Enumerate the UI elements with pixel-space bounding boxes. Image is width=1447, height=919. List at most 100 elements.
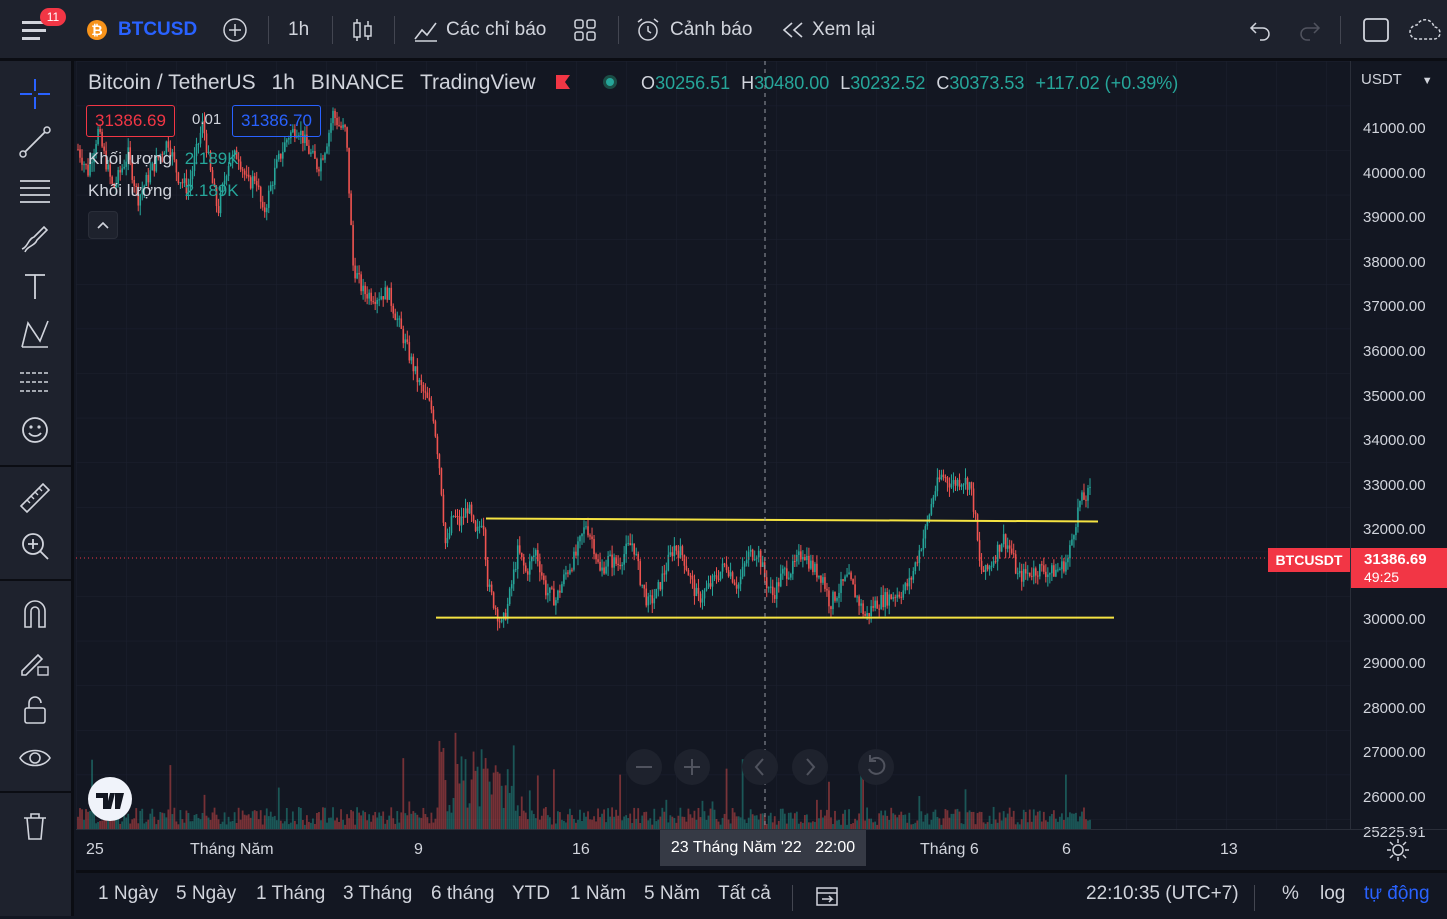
collapse-legend-button[interactable] [88,211,118,239]
volume-bar [880,810,883,829]
replay-button[interactable]: Xem lại [780,12,875,48]
range-1d[interactable]: 1 Ngày [98,883,159,904]
candle-body [952,480,955,485]
range-6m[interactable]: 6 tháng [431,883,495,904]
chart-pane[interactable]: Bitcoin / TetherUS 1h BINANCE TradingVie… [76,61,1350,829]
candle-body [701,598,704,603]
candle-body [440,468,443,495]
lock-drawings-tool[interactable] [16,691,54,729]
candle-body [737,584,740,589]
range-3m[interactable]: 3 Tháng [343,883,413,904]
volume-bar [490,794,493,829]
candle-body [442,494,445,523]
horizontal-trendline[interactable] [485,517,1099,523]
price-tick: 32000.00 [1363,521,1426,539]
range-1m[interactable]: 1 Tháng [256,883,326,904]
stay-drawing-tool[interactable] [16,643,54,681]
layout-button[interactable] [572,12,598,48]
candle-body [512,569,515,585]
scroll-right-button[interactable] [792,749,828,785]
prediction-tool[interactable] [16,363,54,401]
clock[interactable]: 22:10:35 (UTC+7) [1086,883,1239,904]
zoom-out-button[interactable] [626,749,662,785]
candle-body [163,152,166,155]
volume-bar [322,807,324,829]
volume-bar [336,817,338,829]
candle-body [227,166,230,177]
compare-button[interactable] [222,12,248,48]
volume-bar [530,810,533,829]
candle-body [273,167,276,185]
crosshair-tool[interactable] [16,75,54,113]
volume-bar [374,811,377,829]
market-status-icon[interactable] [603,75,618,89]
undo-button[interactable] [1248,12,1272,48]
candle-body [765,577,768,589]
volume-bar [209,819,212,829]
hide-drawings-tool[interactable] [16,739,54,777]
time-axis[interactable]: 25 Tháng Năm 9 16 23 Tháng Năm '22 22:00… [76,829,1447,870]
percent-scale-toggle[interactable]: % [1282,883,1299,904]
fib-tool[interactable] [16,171,54,209]
reset-chart-button[interactable] [858,749,894,785]
goto-date-button[interactable] [814,883,840,914]
candle-body [1065,562,1067,572]
range-1y[interactable]: 1 Năm [570,883,626,904]
volume-bar [589,819,591,829]
text-tool[interactable] [16,267,54,305]
candle-body [868,613,870,617]
zoom-in-button[interactable] [674,749,710,785]
remove-drawings-tool[interactable] [16,807,54,845]
volume-legend-2[interactable]: Khối lượng 2.189K [88,181,239,201]
indicators-button[interactable]: Các chỉ báo [412,12,546,48]
buy-button[interactable]: 31386.70 [232,105,321,137]
legend-title[interactable]: Bitcoin / TetherUS [88,71,256,94]
price-chart[interactable] [76,61,1350,829]
candle-body [1004,534,1007,549]
pattern-tool[interactable] [16,315,54,353]
log-scale-toggle[interactable]: log [1320,883,1346,904]
magnet-tool[interactable] [16,595,54,633]
candle-body [508,588,511,605]
range-5y[interactable]: 5 Năm [644,883,700,904]
zoom-tool[interactable] [16,527,54,565]
candle-body [267,190,270,208]
range-5d[interactable]: 5 Ngày [176,883,237,904]
volume-bar [799,821,802,829]
icon-tool[interactable] [16,411,54,449]
candle-body [681,546,684,556]
measure-tool[interactable] [16,479,54,517]
price-axis[interactable]: USDT ▼ 41000.00 40000.00 39000.00 38000.00 3… [1350,61,1447,841]
cloud-save-button[interactable] [1408,12,1444,48]
single-layout-button[interactable] [1362,12,1390,48]
volume-bar [581,820,583,829]
indicators-icon [414,22,437,42]
alert-button[interactable]: Cảnh báo [634,12,752,48]
volume-legend-1[interactable]: Khối lượng 2.189K [88,149,239,169]
brush-tool[interactable] [16,219,54,257]
chart-settings-button[interactable] [1386,838,1410,867]
tradingview-logo[interactable] [88,777,132,821]
scroll-left-button[interactable] [742,749,778,785]
volume-bar [1085,819,1087,829]
range-ytd[interactable]: YTD [512,883,550,904]
trendline-tool[interactable] [16,123,54,161]
currency-selector[interactable]: USDT ▼ [1361,71,1433,88]
candle-body [221,184,224,193]
flag-icon[interactable] [555,72,571,89]
auto-scale-toggle[interactable]: tự động [1364,883,1430,904]
pattern-icon [21,320,49,348]
symbol-search-button[interactable]: ₿ BTCUSD [86,12,197,48]
sell-button[interactable]: 31386.69 [86,105,175,137]
redo-button[interactable] [1298,12,1322,48]
volume-bar [569,808,571,829]
volume-bar [478,806,481,829]
menu-button[interactable] [20,12,50,48]
interval-button[interactable]: 1h [288,19,310,40]
range-all[interactable]: Tất cả [718,883,771,904]
volume-bar [747,817,750,829]
candle-body [368,292,370,299]
candle-body [769,586,772,588]
volume-bar [585,816,587,829]
chart-type-button[interactable] [350,12,374,48]
